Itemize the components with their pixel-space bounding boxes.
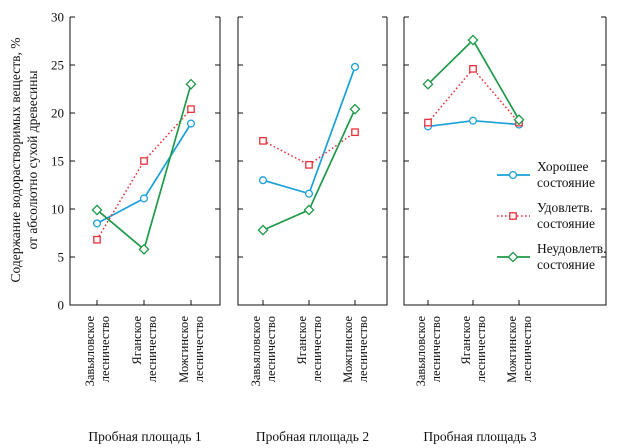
series-good: [423, 116, 524, 131]
y-tick-label: 15: [51, 154, 64, 169]
data-point-circle: [350, 62, 360, 71]
data-point-square: [259, 136, 267, 145]
x-category-label-line1: Можгинское: [177, 316, 191, 383]
y-axis-label-line2: от абсолютно сухой древесины: [25, 70, 40, 249]
panel-title: Пробная площадь 1: [88, 429, 201, 444]
data-point-diamond: [91, 204, 103, 216]
x-category-label-line1: Яганское: [295, 316, 309, 365]
x-category-label: Завьяловское лесничество: [414, 316, 443, 387]
series-good: [258, 62, 360, 198]
series-line: [96, 108, 192, 241]
x-category-label-line1: Завьяловское: [249, 316, 263, 387]
legend-label-line1: Хорошее: [537, 159, 589, 174]
series-unsatisf: [91, 78, 197, 255]
legend-item-satisf: Удовлетв.состояние: [497, 200, 595, 231]
series-unsatisf: [422, 34, 525, 126]
legend-label-line2: состояние: [537, 257, 595, 272]
x-category-label-line2: лесничество: [310, 316, 324, 382]
data-point-square: [140, 157, 148, 165]
x-category-label: Завьяловское лесничество: [249, 316, 278, 387]
legend-label-line2: состояние: [537, 175, 595, 190]
x-category-label: Яганское лесничество: [459, 316, 488, 383]
data-point-square: [93, 235, 101, 244]
x-category-label-line2: лесничество: [98, 316, 112, 382]
legend-label-line2: состояние: [537, 216, 595, 231]
x-category-label-line1: Можгинское: [505, 316, 519, 383]
data-point-square: [187, 105, 195, 114]
data-point-square: [305, 160, 313, 169]
data-point-square: [424, 118, 432, 127]
x-category-label: Можгинское лесничество: [341, 316, 370, 383]
x-category-label-line1: Яганское: [459, 316, 473, 365]
data-point-circle: [468, 116, 478, 125]
x-category-label-line2: лесничество: [429, 316, 443, 382]
data-point-circle: [304, 189, 314, 198]
series-unsatisf: [257, 103, 361, 236]
x-category-label: Завьяловское лесничество: [83, 316, 112, 387]
x-category-label-line1: Завьяловское: [414, 316, 428, 387]
y-tick-label: 20: [51, 106, 64, 121]
panel-3: Завьяловское лесничество Яганское лесничест…: [403, 16, 607, 444]
data-point-diamond: [138, 243, 150, 255]
panel-title: Пробная площадь 2: [256, 429, 369, 444]
legend-marker-square: [509, 212, 517, 220]
x-category-label-line1: Завьяловское: [83, 316, 97, 387]
legend-marker-diamond: [507, 251, 519, 263]
x-category-label-line2: лесничество: [192, 316, 206, 382]
data-point-diamond: [257, 224, 269, 236]
data-point-diamond: [303, 204, 315, 216]
data-point-square: [351, 128, 359, 137]
data-point-circle: [139, 194, 149, 203]
x-category-label-line1: Можгинское: [341, 316, 355, 383]
y-axis-label: Содержание водорастворимых веществ, % от…: [8, 37, 40, 282]
x-category-label: Можгинское лесничество: [177, 316, 206, 383]
data-point-circle: [92, 219, 102, 228]
y-axis-label-line1: Содержание водорастворимых веществ, %: [8, 37, 23, 282]
series-satisf: [93, 105, 195, 244]
panel-title: Пробная площадь 3: [423, 429, 536, 444]
x-category-label: Можгинское лесничество: [505, 316, 534, 383]
legend-label-line1: Неудовлетв.: [537, 241, 607, 256]
series-line: [262, 131, 356, 166]
chart-legend: ХорошеесостояниеУдовлетв.состояниеНеудов…: [497, 159, 607, 272]
legend-label-line1: Удовлетв.: [537, 200, 593, 215]
x-category-label: Яганское лесничество: [295, 316, 324, 383]
y-tick-label: 5: [58, 250, 65, 265]
y-tick-label: 0: [58, 298, 65, 313]
data-point-diamond: [467, 34, 479, 46]
series-good: [92, 119, 196, 228]
legend-item-unsatisf: Неудовлетв.состояние: [497, 241, 607, 272]
x-category-label-line2: лесничество: [356, 316, 370, 382]
series-line: [262, 66, 356, 195]
x-category-label-line2: лесничество: [520, 316, 534, 382]
panel-2: Завьяловское лесничество Яганское лесничест…: [237, 16, 388, 444]
x-category-label-line1: Яганское: [130, 316, 144, 365]
data-point-diamond: [349, 103, 361, 115]
data-point-circle: [186, 119, 196, 128]
series-line: [96, 83, 192, 251]
x-category-label-line2: лесничество: [145, 316, 159, 382]
data-point-circle: [258, 176, 268, 185]
data-point-diamond: [185, 78, 197, 90]
legend-marker-circle: [508, 170, 518, 180]
x-category-label-line2: лесничество: [264, 316, 278, 382]
data-point-square: [469, 64, 477, 73]
series-line: [427, 67, 520, 124]
series-line: [96, 123, 192, 225]
x-category-label: Яганское лесничество: [130, 316, 159, 383]
y-tick-label: 10: [51, 202, 64, 217]
x-category-label-line2: лесничество: [474, 316, 488, 382]
y-tick-label: 25: [51, 58, 64, 73]
y-tick-label: 30: [51, 10, 64, 25]
data-point-diamond: [422, 78, 434, 90]
data-point-diamond: [513, 114, 525, 126]
